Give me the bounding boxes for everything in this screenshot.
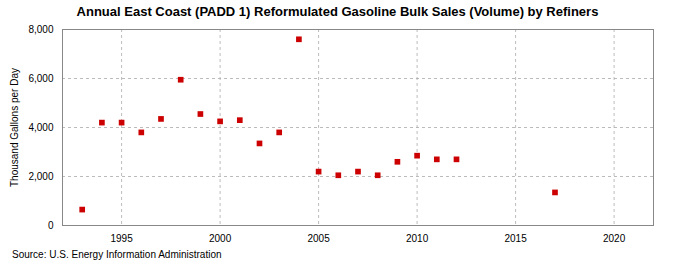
svg-text:2020: 2020 [603, 233, 626, 244]
svg-text:2005: 2005 [307, 233, 330, 244]
html-text:Source: U.S. Energy Informatio: Source: U.S. Energy Information Administ… [12, 249, 222, 260]
svg-text:6,000: 6,000 [28, 73, 53, 84]
svg-text:Thousand Gallons per Day: Thousand Gallons per Day [9, 68, 20, 187]
svg-text:2015: 2015 [504, 233, 527, 244]
svg-text:8,000: 8,000 [28, 24, 53, 35]
svg-text:4,000: 4,000 [28, 122, 53, 133]
svg-text:2,000: 2,000 [28, 171, 53, 182]
svg-text:2000: 2000 [209, 233, 232, 244]
svg-text:1995: 1995 [110, 233, 133, 244]
html-text:Annual East Coast (PADD 1) Ref: Annual East Coast (PADD 1) Reformulated … [76, 4, 599, 19]
svg-text:0: 0 [48, 220, 54, 231]
svg-text:2010: 2010 [406, 233, 429, 244]
